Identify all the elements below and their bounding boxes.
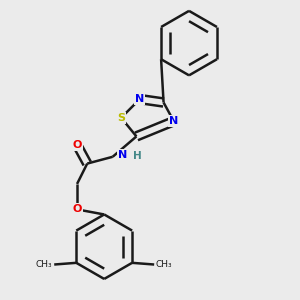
- Text: H: H: [133, 151, 142, 161]
- Text: N: N: [118, 150, 128, 160]
- Text: O: O: [72, 204, 82, 214]
- Text: N: N: [169, 116, 178, 126]
- Text: O: O: [72, 140, 82, 150]
- Text: N: N: [135, 94, 144, 104]
- Text: CH₃: CH₃: [156, 260, 172, 269]
- Text: S: S: [117, 113, 125, 123]
- Text: CH₃: CH₃: [36, 260, 52, 269]
